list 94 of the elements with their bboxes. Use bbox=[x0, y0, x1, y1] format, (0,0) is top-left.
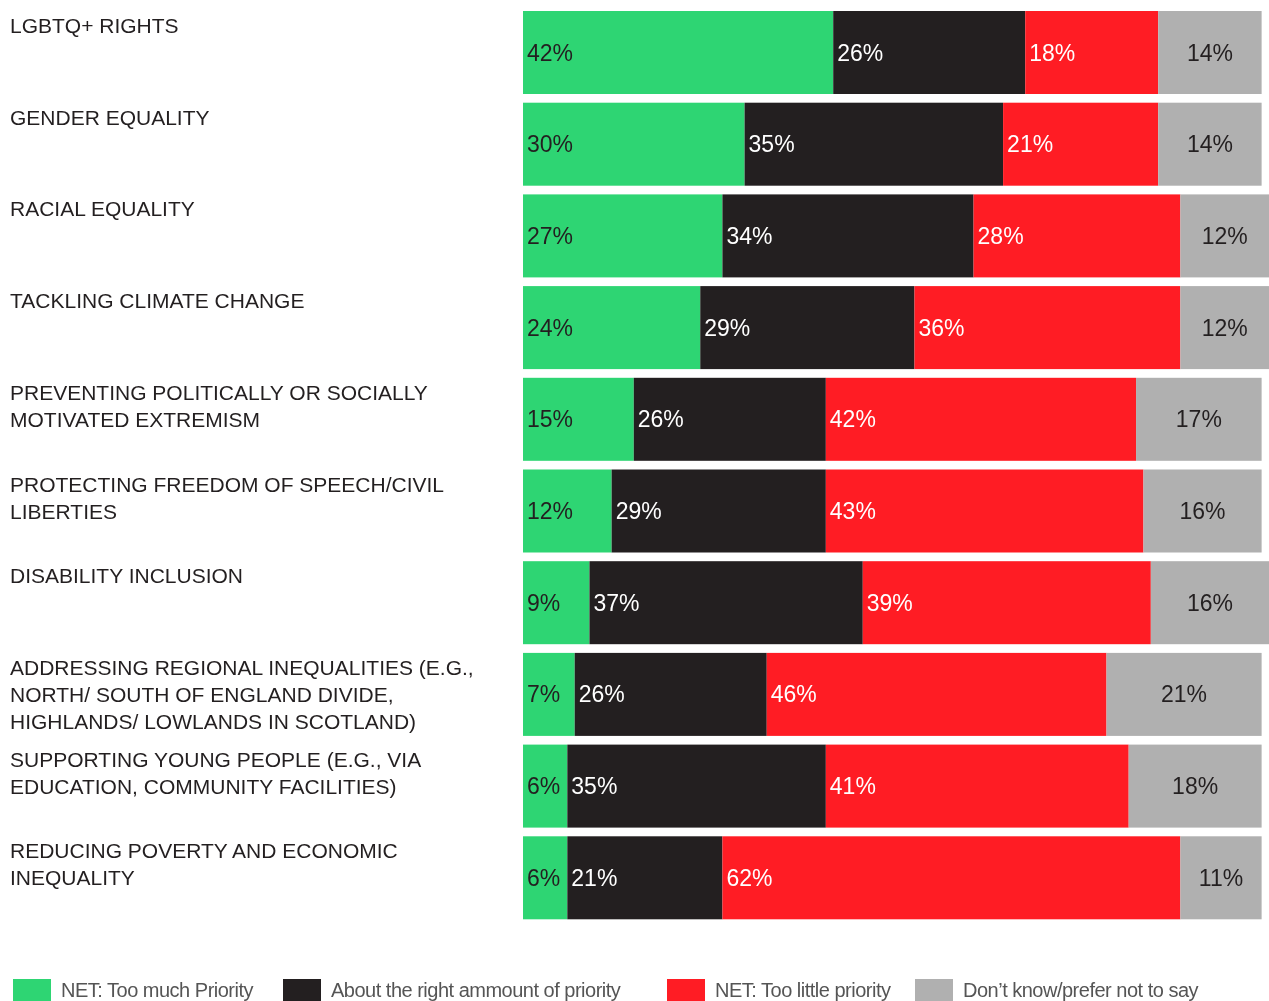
bar bbox=[1180, 836, 1262, 920]
bar bbox=[722, 194, 974, 278]
data-label: 36% bbox=[918, 314, 965, 341]
bar bbox=[523, 836, 568, 920]
legend-label: NET: Too much Priority bbox=[61, 979, 254, 1001]
y-tick-label: ADDRESSING REGIONAL INEQUALITIES (E.G., NORTH/ SOUTH OF ENGLAND DIVIDE, HIGHLANDS/ LOWLANDS IN SCOTLAND) bbox=[10, 655, 474, 733]
data-label: 16% bbox=[1186, 589, 1233, 616]
bar bbox=[523, 469, 612, 553]
bar bbox=[1128, 744, 1262, 828]
bar bbox=[523, 561, 590, 645]
data-label: 43% bbox=[829, 498, 876, 525]
bar bbox=[1143, 469, 1262, 553]
bar bbox=[1136, 377, 1262, 461]
data-label: 35% bbox=[748, 131, 795, 158]
y-tick-label: PROTECTING FREEDOM OF SPEECH/CIVIL LIBERTIES bbox=[10, 472, 445, 523]
bar bbox=[611, 469, 826, 553]
data-label: 17% bbox=[1175, 406, 1222, 433]
data-label: 24% bbox=[527, 314, 574, 341]
data-label: 41% bbox=[829, 773, 876, 800]
data-label: 18% bbox=[1029, 39, 1076, 66]
data-label: 37% bbox=[593, 589, 640, 616]
bar bbox=[1158, 11, 1262, 94]
bar bbox=[574, 652, 767, 736]
bar bbox=[833, 11, 1026, 94]
data-label: 14% bbox=[1186, 131, 1233, 158]
y-tick-label: DISABILITY INCLUSION bbox=[10, 564, 244, 588]
data-label: 29% bbox=[704, 314, 751, 341]
bar bbox=[766, 652, 1107, 736]
data-label: 7% bbox=[527, 681, 561, 708]
bar bbox=[633, 377, 826, 461]
legend-label: NET: Too little priority bbox=[715, 979, 891, 1001]
bar bbox=[523, 11, 834, 94]
bar bbox=[1158, 102, 1262, 186]
legend-label: About the right ammount of priority bbox=[331, 979, 621, 1001]
bar bbox=[700, 286, 915, 370]
bar bbox=[1150, 561, 1269, 645]
bar bbox=[862, 561, 1151, 645]
data-label: 42% bbox=[829, 406, 876, 433]
data-label: 6% bbox=[527, 773, 561, 800]
bar bbox=[1025, 11, 1159, 94]
y-tick-label: GENDER EQUALITY bbox=[10, 105, 210, 129]
data-label: 16% bbox=[1179, 498, 1226, 525]
data-label: 26% bbox=[837, 39, 884, 66]
data-label: 26% bbox=[578, 681, 625, 708]
bar bbox=[589, 561, 863, 645]
data-label: 11% bbox=[1198, 864, 1244, 891]
data-label: 39% bbox=[866, 589, 913, 616]
y-tick-label: RACIAL EQUALITY bbox=[10, 197, 195, 221]
data-label: 21% bbox=[571, 864, 618, 891]
y-tick-label: REDUCING POVERTY AND ECONOMIC INEQUALITY bbox=[10, 839, 398, 890]
bar bbox=[825, 744, 1129, 828]
data-label: 21% bbox=[1007, 131, 1054, 158]
data-label: 34% bbox=[726, 222, 773, 249]
data-label: 62% bbox=[726, 864, 773, 891]
y-tick-label: PREVENTING POLITICALLY OR SOCIALLY MOTIVATED EXTREMISM bbox=[10, 380, 428, 431]
bar bbox=[1003, 102, 1159, 186]
bar bbox=[567, 744, 826, 828]
data-label: 26% bbox=[637, 406, 684, 433]
bar bbox=[523, 744, 568, 828]
data-label: 12% bbox=[1201, 314, 1248, 341]
bar bbox=[744, 102, 1004, 186]
data-label: 14% bbox=[1186, 39, 1233, 66]
bar bbox=[523, 652, 575, 736]
data-label: 46% bbox=[770, 681, 817, 708]
data-label: 9% bbox=[527, 589, 561, 616]
bar bbox=[825, 377, 1137, 461]
legend-label: Don’t know/prefer not to say bbox=[963, 979, 1199, 1001]
data-label: 21% bbox=[1161, 681, 1208, 708]
bar bbox=[1106, 652, 1262, 736]
data-label: 27% bbox=[527, 222, 574, 249]
bar bbox=[973, 194, 1181, 278]
data-label: 28% bbox=[977, 222, 1024, 249]
data-label: 12% bbox=[1201, 222, 1248, 249]
y-tick-label: SUPPORTING YOUNG PEOPLE (E.G., VIA EDUCATION, COMMUNITY FACILITIES) bbox=[10, 747, 422, 798]
data-label: 29% bbox=[615, 498, 662, 525]
bar bbox=[523, 102, 745, 186]
bar bbox=[722, 836, 1181, 920]
data-label: 15% bbox=[527, 406, 574, 433]
data-label: 35% bbox=[571, 773, 618, 800]
data-label: 6% bbox=[527, 864, 561, 891]
data-label: 42% bbox=[527, 39, 574, 66]
y-tick-label: LGBTQ+ RIGHTS bbox=[10, 14, 179, 37]
bar bbox=[523, 194, 723, 278]
data-label: 18% bbox=[1172, 773, 1219, 800]
bar bbox=[1180, 194, 1269, 278]
bar bbox=[1180, 286, 1269, 370]
data-label: 30% bbox=[527, 131, 574, 158]
bar bbox=[567, 836, 723, 920]
bar bbox=[523, 286, 701, 370]
bar bbox=[523, 377, 634, 461]
y-tick-label: TACKLING CLIMATE CHANGE bbox=[10, 289, 305, 313]
bar bbox=[914, 286, 1181, 370]
bar bbox=[825, 469, 1144, 553]
data-label: 12% bbox=[527, 498, 574, 525]
